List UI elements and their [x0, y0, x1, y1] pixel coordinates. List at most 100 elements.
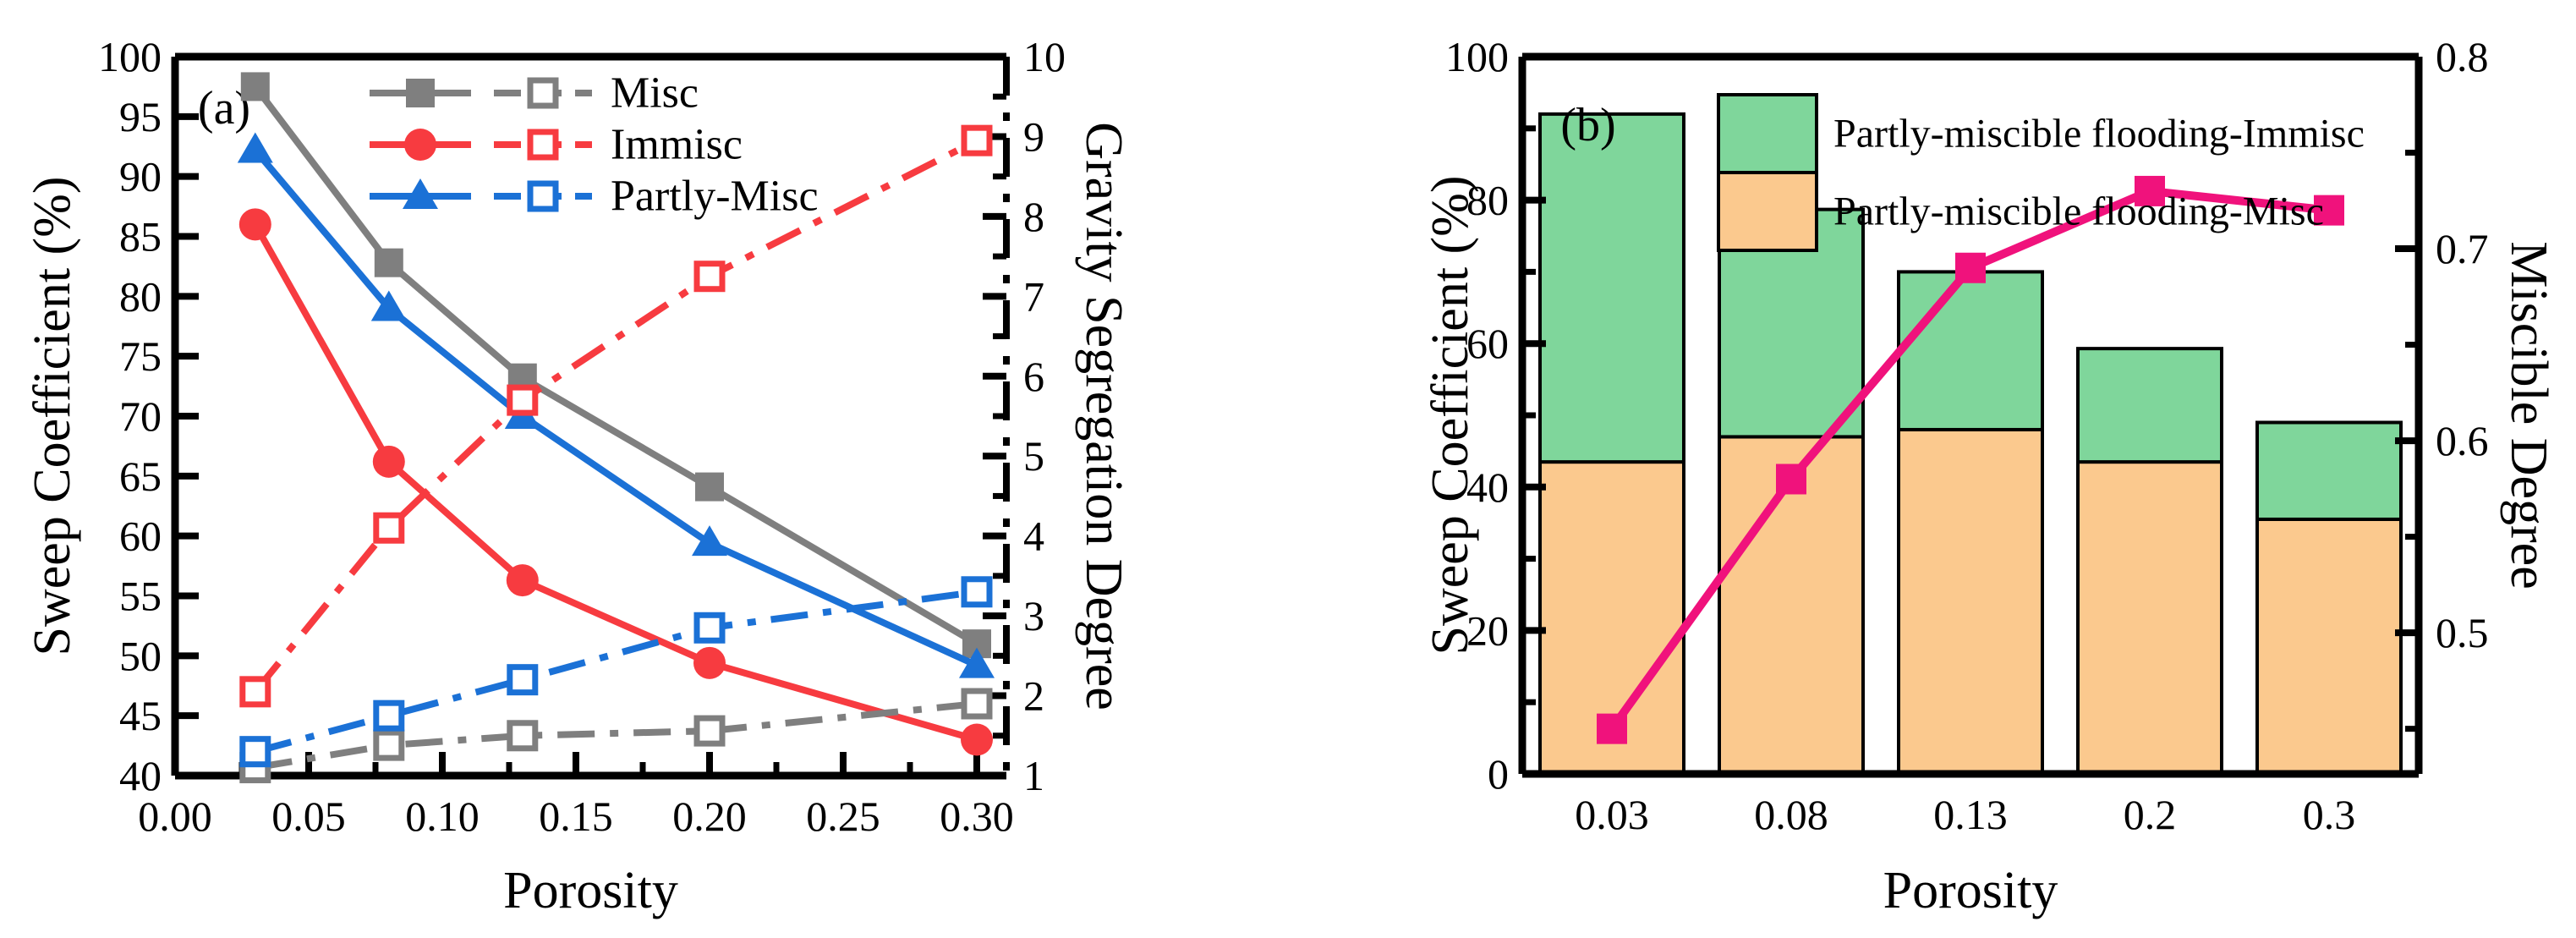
series-partly-misc-open-marker [961, 576, 993, 608]
panel-a-yleft-tick-label: 75 [119, 332, 162, 380]
panel-a-yright-tick-label: 10 [1023, 33, 1066, 80]
panel-b-x-title: Porosity [1883, 862, 2058, 919]
series-immisc-open-marker [373, 512, 405, 544]
series-partly-misc-open-marker [693, 612, 726, 644]
series-partly-misc-marker [237, 132, 273, 163]
legend-a-misc-open-marker [527, 77, 559, 109]
panel-a-yleft-tick-label: 45 [119, 692, 162, 739]
panel-b-yleft-tick-label: 80 [1466, 177, 1509, 224]
panel-b-yleft-title: Sweep Coefficient (%) [1422, 176, 1479, 656]
panel-a-yleft-tick-label: 60 [119, 513, 162, 560]
bar-immisc [2255, 420, 2403, 521]
series-misc-marker [695, 472, 724, 502]
panel-a-yright-tick-label: 2 [1023, 672, 1044, 720]
panel-b-yleft-tick-label: 40 [1466, 464, 1509, 511]
panel-b-x-tick-label: 0.13 [1933, 791, 2008, 838]
panel-a-yleft-tick-label: 65 [119, 453, 162, 500]
panel-a-yleft-tick-label: 70 [119, 392, 162, 440]
series-immisc-marker [506, 564, 539, 597]
panel-b-x-tick-label: 0.3 [2303, 791, 2356, 838]
series-partly-misc-marker [692, 525, 727, 557]
legend-a-immisc-filled-marker [404, 129, 436, 161]
series-misc-dashdot-line [255, 700, 978, 771]
series-partly-misc-open-marker [373, 699, 405, 732]
panel-b-yleft-tick-label: 20 [1466, 606, 1509, 654]
miscible-degree-marker [1955, 252, 1986, 283]
panel-a-yright-tick-label: 6 [1023, 353, 1044, 400]
bar-immisc [1538, 112, 1685, 464]
series-immisc-marker [693, 646, 726, 679]
panel-b-yleft-tick-label: 0 [1488, 750, 1509, 798]
miscible-degree-marker [2135, 175, 2165, 206]
miscible-degree-marker [2314, 195, 2344, 226]
panel-b-yleft-tick-label: 100 [1445, 33, 1509, 80]
series-partly-misc-marker [959, 647, 995, 678]
panel-a-yleft-tick-label: 80 [119, 272, 162, 320]
series-misc-marker [240, 72, 270, 101]
panel-a-x-tick-label: 0.30 [940, 793, 1014, 840]
panel-a-yright-title: Gravity Segregation Degree [1075, 122, 1132, 710]
panel-a-yright-tick-label: 7 [1023, 272, 1044, 320]
panel-b-x-tick-label: 0.03 [1575, 791, 1649, 838]
panel-b-yleft-tick-label: 60 [1466, 320, 1509, 367]
series-partly-misc-open-marker [239, 736, 271, 768]
series-immisc-marker [961, 723, 993, 756]
series-misc-open-marker [507, 720, 539, 752]
panel-b-yright-tick-label: 0.6 [2436, 417, 2489, 464]
series-misc-open-marker [961, 688, 993, 720]
panel-a-yright-tick-label: 5 [1023, 432, 1044, 480]
series-immisc-marker [238, 208, 271, 241]
panel-b-x-tick-label: 0.08 [1754, 791, 1828, 838]
legend-a-label: Misc [611, 69, 699, 118]
panel-b-letter: (b) [1560, 99, 1615, 151]
panel-b-yright-tick-label: 0.5 [2436, 609, 2489, 656]
panel-a-yleft-tick-label: 40 [119, 752, 162, 799]
series-misc-open-marker [693, 715, 726, 747]
series-immisc-open-marker [239, 676, 271, 708]
bar-misc [2255, 517, 2403, 776]
bar-immisc [2076, 347, 2223, 464]
panel-a-x-title: Porosity [503, 862, 678, 919]
panel-a-yright-tick-label: 9 [1023, 112, 1044, 160]
panel-a-x-tick-label: 0.25 [806, 793, 880, 840]
panel-a-x-tick-label: 0.20 [672, 793, 747, 840]
panel-a-yleft-title: Sweep Coefficient (%) [24, 177, 81, 656]
panel-a-yleft-tick-label: 85 [119, 213, 162, 261]
panel-a-yright-tick-label: 8 [1023, 193, 1044, 240]
bar-misc [1897, 427, 2044, 776]
miscible-degree-marker [1597, 713, 1627, 744]
series-misc-marker [374, 248, 403, 277]
panel-a-x-tick-label: 0.10 [405, 793, 480, 840]
legend-a-partly-misc-filled-marker [403, 178, 438, 209]
miscible-degree-marker [1776, 464, 1806, 495]
series-immisc-open-marker [961, 124, 993, 156]
panel-a-yright-tick-label: 3 [1023, 592, 1044, 639]
panel-b-yright-tick-label: 0.8 [2436, 33, 2489, 80]
legend-a-label: Partly-Misc [611, 173, 819, 221]
legend-a-label: Immisc [611, 121, 743, 169]
panel-a-yright-tick-label: 1 [1023, 752, 1044, 799]
panel-a-yleft-tick-label: 100 [98, 33, 162, 80]
panel-a-yleft-tick-label: 55 [119, 573, 162, 620]
panel-b-yright-tick-label: 0.7 [2436, 225, 2489, 272]
panel-a-yleft-tick-label: 90 [119, 153, 162, 200]
series-partly-misc-dashdot-line [254, 588, 978, 755]
series-immisc-open-marker [507, 384, 539, 416]
legend-b-label: Partly-miscible flooding-Immisc [1833, 112, 2365, 156]
series-partly-misc-open-marker [507, 664, 539, 696]
legend-a-partly-misc-open-marker [527, 180, 559, 212]
panel-a-x-tick-label: 0.00 [138, 793, 212, 840]
panel-a-x-tick-label: 0.15 [539, 793, 613, 840]
panel-b-x-tick-label: 0.2 [2124, 791, 2177, 838]
panel-a-x-tick-label: 0.05 [271, 793, 346, 840]
series-immisc-marker [372, 445, 405, 478]
legend-a-immisc-open-marker [527, 129, 559, 161]
series-immisc-open-marker [693, 261, 726, 293]
series-partly-misc-marker [370, 290, 407, 321]
panel-a-yright-tick-label: 4 [1023, 513, 1044, 560]
series-misc-open-marker [373, 729, 405, 761]
bar-immisc [1897, 270, 2044, 431]
legend-b-swatch [1717, 93, 1818, 174]
